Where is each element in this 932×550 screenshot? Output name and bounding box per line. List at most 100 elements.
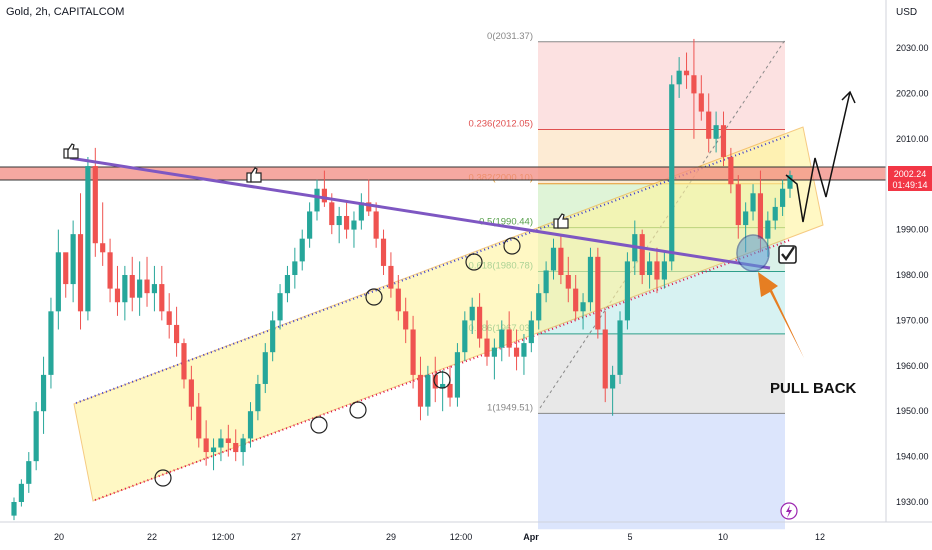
candle-body xyxy=(181,343,187,380)
candle-body xyxy=(513,347,520,357)
candle-body xyxy=(203,438,209,453)
candle-body xyxy=(63,252,69,285)
candle-body xyxy=(477,306,483,339)
candle-body xyxy=(765,220,771,239)
candle-body xyxy=(26,461,32,484)
y-tick-label: 1940.00 xyxy=(896,452,929,462)
candle-body xyxy=(462,320,468,353)
candle-body xyxy=(543,270,549,294)
thumb-hand xyxy=(250,167,262,183)
candle-body xyxy=(77,234,84,312)
candle-body xyxy=(270,320,276,353)
trend-line xyxy=(69,156,771,270)
candle-body xyxy=(720,125,727,157)
candle-body xyxy=(107,252,113,289)
touch-circle-2 xyxy=(349,401,367,419)
candle-body xyxy=(528,320,534,344)
touch-circle-1 xyxy=(310,416,328,434)
y-tick-label: 1980.00 xyxy=(896,270,929,280)
touch-circle-0 xyxy=(154,469,172,487)
candle-body xyxy=(713,125,719,139)
fib-zone-5 xyxy=(538,333,785,414)
candle-body xyxy=(114,288,121,303)
candle-body xyxy=(70,234,76,285)
candle-body xyxy=(750,193,756,212)
candle-body xyxy=(395,288,401,312)
candle-body xyxy=(454,352,461,398)
y-tick-label: 1930.00 xyxy=(896,497,929,507)
current-price-label: 2002.24 xyxy=(894,169,927,179)
candle-body xyxy=(262,352,268,384)
fib-label-0: 0(2031.37) xyxy=(487,31,533,42)
candle-body xyxy=(706,111,712,139)
candle-body xyxy=(11,502,17,516)
candle-body xyxy=(196,406,202,439)
candle-body xyxy=(587,256,594,303)
candle-body xyxy=(580,302,586,312)
candle-body xyxy=(255,383,261,412)
candle-body xyxy=(691,75,697,94)
candle-body xyxy=(358,202,364,221)
candle-body xyxy=(151,284,158,294)
x-tick-label: 10 xyxy=(718,532,728,542)
y-tick-label: 2020.00 xyxy=(896,88,929,98)
candle-body xyxy=(728,156,734,185)
candle-body xyxy=(299,238,305,262)
candle-body xyxy=(380,238,387,266)
candle-body xyxy=(85,166,91,312)
pullback-arrow xyxy=(758,272,804,358)
candle-body xyxy=(55,252,61,312)
candle-body xyxy=(506,329,512,348)
candle-body xyxy=(698,93,704,112)
checkbox-icon xyxy=(778,245,797,264)
x-tick-label: 12:00 xyxy=(450,532,473,542)
candle-body xyxy=(240,438,246,453)
candle-body xyxy=(735,184,741,226)
candle-body xyxy=(432,374,438,389)
candle-body xyxy=(425,374,431,407)
candle-body xyxy=(787,175,793,189)
candle-body xyxy=(314,188,320,212)
x-tick-label: Apr xyxy=(523,532,539,542)
candle-body xyxy=(351,220,357,230)
candle-body xyxy=(573,288,579,312)
touch-circle-6 xyxy=(503,237,521,255)
x-tick-label: 29 xyxy=(386,532,396,542)
candle-body xyxy=(410,329,416,375)
candle-body xyxy=(469,306,475,321)
candle-body xyxy=(499,329,505,348)
thumbs-up-icon-0 xyxy=(63,143,79,159)
thumb-hand xyxy=(67,143,79,159)
candle-body xyxy=(159,284,165,312)
candle-body xyxy=(565,275,571,289)
candle-body xyxy=(343,215,350,230)
candle-body xyxy=(329,202,335,226)
x-tick-label: 12 xyxy=(815,532,825,542)
projection-arrowhead xyxy=(841,90,856,104)
candle-body xyxy=(48,311,54,375)
countdown-label: 01:49:14 xyxy=(892,180,927,190)
y-tick-label: 1950.00 xyxy=(896,406,929,416)
currency-label: USD xyxy=(896,7,918,18)
y-tick-label: 1960.00 xyxy=(896,361,929,371)
candle-body xyxy=(602,329,608,389)
candle-body xyxy=(166,311,172,325)
candle-body xyxy=(521,343,527,357)
candle-body xyxy=(661,261,667,280)
thumbs-up-icon-1 xyxy=(246,167,262,183)
candle-body xyxy=(277,293,283,321)
x-tick-label: 27 xyxy=(291,532,301,542)
candle-body xyxy=(772,206,778,221)
candle-body xyxy=(33,411,39,462)
candle-body xyxy=(550,247,557,271)
candle-body xyxy=(757,193,764,239)
candle-body xyxy=(144,279,150,294)
candle-body xyxy=(624,261,630,321)
candle-body xyxy=(218,438,224,448)
pullback-label: PULL BACK xyxy=(770,380,857,397)
candle-body xyxy=(610,374,616,389)
fib-label-0.5: 0.5(1990.44) xyxy=(479,217,533,228)
candle-body xyxy=(683,70,690,76)
fib-diagonal xyxy=(539,39,786,409)
